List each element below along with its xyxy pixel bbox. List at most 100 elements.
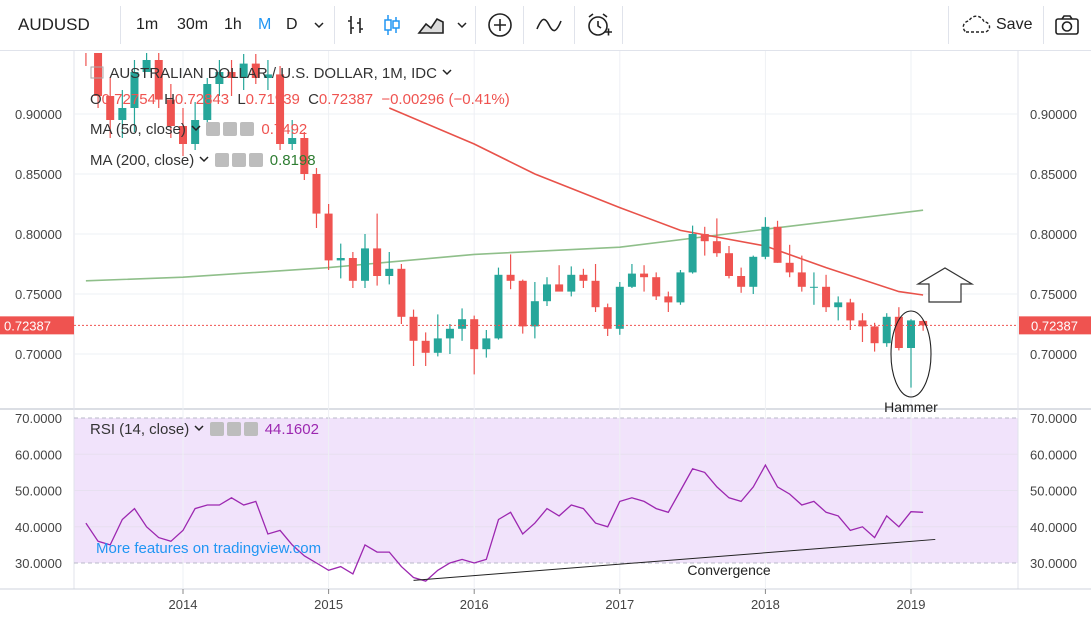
candle-body <box>458 319 467 329</box>
chevron-down-icon <box>457 22 467 29</box>
chevron-down-icon <box>199 156 209 163</box>
candle-body <box>239 63 248 78</box>
chart-area[interactable]: 0.90000 0.90000 0.85000 0.85000 0.80000 0.800… <box>0 51 1091 623</box>
low-value: 0.71939 <box>245 91 300 108</box>
alert-button[interactable] <box>585 0 613 50</box>
chevron-down-icon <box>442 69 452 76</box>
settings-icon[interactable] <box>223 122 238 136</box>
eye-icon[interactable] <box>209 422 224 436</box>
bars-style-button[interactable] <box>346 0 366 50</box>
interval-monthly-button[interactable]: M <box>258 0 271 50</box>
candle-body <box>688 234 697 273</box>
settings-icon[interactable] <box>231 153 246 167</box>
rsi-tick-left: 30.0000 <box>15 556 62 571</box>
area-style-button[interactable] <box>417 0 445 50</box>
candle-body <box>154 60 163 100</box>
interval-daily-button[interactable]: D <box>286 0 298 50</box>
chart-type-dropdown[interactable] <box>456 0 468 50</box>
candle-body <box>773 226 782 263</box>
candle-body <box>191 120 200 144</box>
candle-body <box>822 286 831 308</box>
close-icon[interactable] <box>243 422 258 436</box>
toolbar-divider <box>1043 6 1044 44</box>
candle-body <box>894 316 903 348</box>
interval-label: 30m <box>177 16 209 33</box>
ma50-legend[interactable]: MA (50, close) 0.7492 <box>90 121 307 138</box>
candles-style-button[interactable] <box>382 0 402 50</box>
price-tick-right: 0.85000 <box>1030 167 1077 182</box>
chevron-down-icon <box>314 22 324 29</box>
toolbar-divider <box>574 6 575 44</box>
save-button[interactable]: Save <box>958 0 1032 50</box>
candle-body <box>409 316 418 341</box>
price-tick-right: 0.70000 <box>1030 347 1077 362</box>
eye-icon[interactable] <box>214 153 229 167</box>
rsi-tick-right: 40.0000 <box>1030 520 1077 535</box>
snapshot-button[interactable] <box>1054 0 1080 50</box>
rsi-tick-right: 60.0000 <box>1030 447 1077 462</box>
price-chart[interactable]: 0.90000 0.90000 0.85000 0.85000 0.80000 0.800… <box>0 51 1091 623</box>
price-tick-right: 0.80000 <box>1030 227 1077 242</box>
rsi-legend[interactable]: RSI (14, close) 44.1602 <box>90 421 319 438</box>
settings-icon[interactable] <box>226 422 241 436</box>
close-value: 0.72387 <box>318 91 374 108</box>
candle-body <box>324 213 333 261</box>
candle-body <box>251 63 260 78</box>
top-toolbar: AUDUSD 1m 30m 1h M D Save <box>0 0 1091 51</box>
interval-label: 1m <box>136 16 159 33</box>
ma50-label: MA (50, close) <box>90 121 186 138</box>
candle-body <box>737 276 746 287</box>
rsi-tick-left: 50.0000 <box>15 484 62 499</box>
last-price-tag-right-text: 0.72387 <box>1031 318 1078 333</box>
ma50-line <box>388 107 924 296</box>
ma200-legend[interactable]: MA (200, close) 0.8198 <box>90 152 316 169</box>
convergence-label: Convergence <box>687 562 770 578</box>
candle-body <box>385 268 394 276</box>
change-value: −0.00296 (−0.41%) <box>381 91 510 108</box>
candle-body <box>179 126 187 144</box>
candle-body <box>421 340 430 353</box>
close-icon[interactable] <box>240 122 255 136</box>
symbol-label: AUDUSD <box>18 15 90 34</box>
candle-body <box>882 316 891 344</box>
symbol-search[interactable]: AUDUSD <box>18 0 90 50</box>
candle-body <box>397 268 406 317</box>
series-title: AUSTRALIAN DOLLAR / U.S. DOLLAR, 1M, IDC <box>109 65 437 82</box>
price-tick-left: 0.75000 <box>15 287 62 302</box>
up-arrow-icon <box>915 267 975 303</box>
candle-body <box>118 108 127 120</box>
interval-1m-button[interactable]: 1m <box>136 0 158 50</box>
interval-30m-button[interactable]: 30m <box>177 0 208 50</box>
bars-icon <box>348 16 363 34</box>
compare-button[interactable] <box>487 0 513 50</box>
rsi-tick-left: 60.0000 <box>15 447 62 462</box>
candle-body <box>215 72 224 84</box>
toolbar-divider <box>948 6 949 44</box>
interval-dropdown[interactable] <box>313 0 325 50</box>
candle-body <box>870 326 879 344</box>
candle-body <box>312 174 321 214</box>
candle-body <box>373 248 382 276</box>
candle-body <box>445 328 454 339</box>
rsi-tick-right: 70.0000 <box>1030 411 1077 426</box>
candle-body <box>725 253 733 276</box>
close-icon[interactable] <box>248 153 263 167</box>
chevron-down-icon <box>194 425 204 432</box>
watermark-link[interactable]: More features on tradingview.com <box>96 540 321 557</box>
candle-body <box>567 274 576 292</box>
chevron-down-icon <box>191 125 201 132</box>
add-circle-icon <box>488 13 512 37</box>
rsi-value: 44.1602 <box>264 421 319 438</box>
candle-body <box>919 320 928 326</box>
candle-body <box>761 226 770 257</box>
candle-body <box>907 320 915 348</box>
interval-1h-button[interactable]: 1h <box>224 0 242 50</box>
candle-body <box>227 72 236 78</box>
series-legend[interactable]: AUSTRALIAN DOLLAR / U.S. DOLLAR, 1M, IDC <box>90 65 453 82</box>
close-label: C <box>308 91 319 108</box>
high-label: H <box>164 91 175 108</box>
eye-icon[interactable] <box>206 122 221 136</box>
area-chart-icon <box>417 17 444 34</box>
indicators-button[interactable] <box>535 0 563 50</box>
last-price-tag-left <box>0 316 74 335</box>
